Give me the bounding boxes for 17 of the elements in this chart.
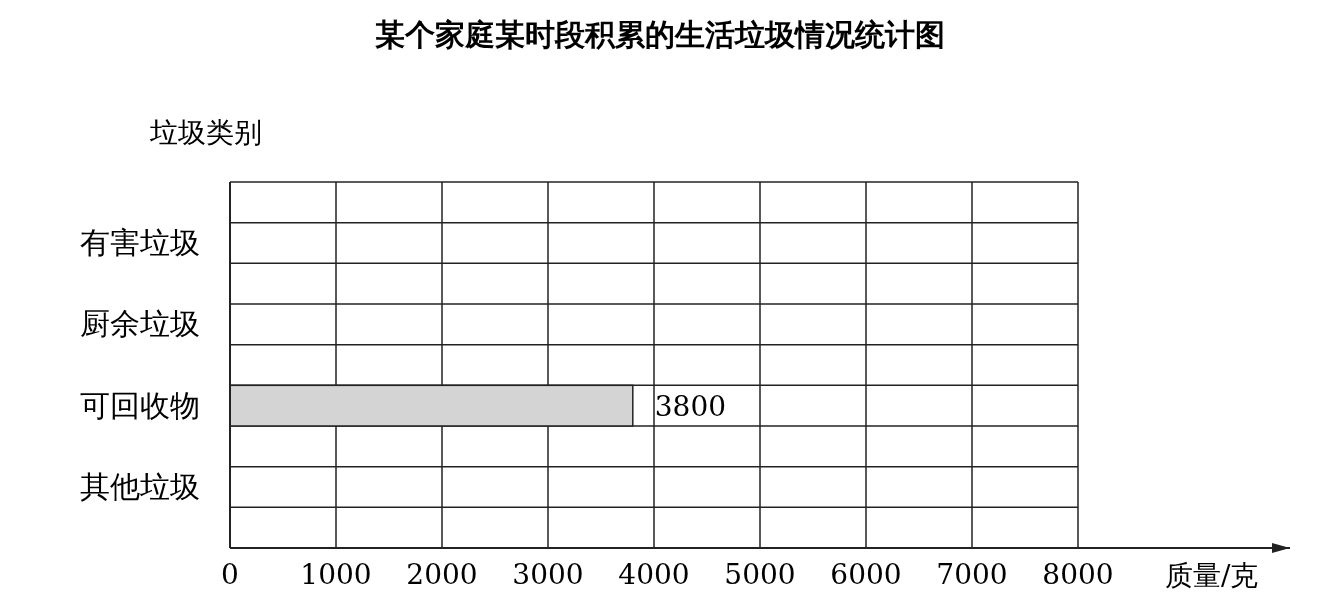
x-tick-label: 1000 bbox=[300, 558, 372, 591]
x-tick-label: 0 bbox=[221, 558, 239, 591]
x-tick-label: 4000 bbox=[618, 558, 690, 591]
y-axis-title: 垃圾类别 bbox=[149, 116, 262, 149]
x-tick-label: 7000 bbox=[936, 558, 1008, 591]
y-tick-label: 厨余垃圾 bbox=[80, 306, 200, 342]
y-tick-label: 其他垃圾 bbox=[80, 469, 200, 504]
x-tick-label: 6000 bbox=[830, 558, 902, 591]
y-tick-label: 有害垃圾 bbox=[80, 225, 200, 260]
x-tick-label: 2000 bbox=[406, 558, 478, 591]
x-tick-label: 3000 bbox=[512, 558, 584, 591]
y-tick-label: 可回收物 bbox=[80, 387, 200, 423]
data-label: 3800 bbox=[654, 389, 727, 423]
x-tick-label: 5000 bbox=[724, 558, 796, 591]
x-axis-title: 质量/克 bbox=[1165, 559, 1259, 592]
x-tick-label: 8000 bbox=[1042, 558, 1114, 591]
chart-title: 某个家庭某时段积累的生活垃圾情况统计图 bbox=[375, 18, 945, 51]
